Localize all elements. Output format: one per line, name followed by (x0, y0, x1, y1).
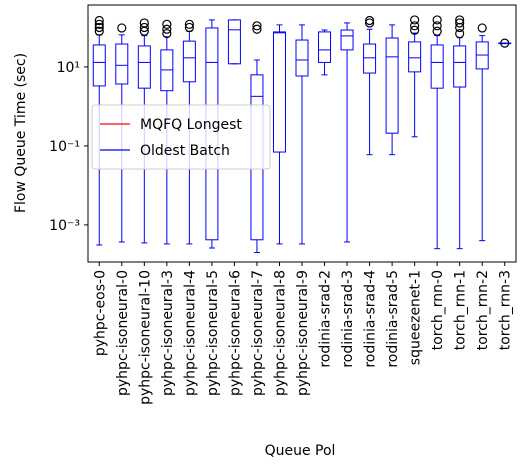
box (318, 31, 332, 63)
box (227, 19, 241, 65)
flier (410, 21, 420, 31)
box (363, 43, 377, 74)
x-tick-label: torch_rnn-1 (453, 270, 469, 350)
box (453, 45, 467, 88)
y-tick-label: 10¹ (57, 60, 80, 76)
box (272, 31, 286, 153)
legend-label: MQFQ Longest (140, 117, 242, 133)
flier (364, 18, 375, 28)
x-tick-label: pyhpc-isoneural-5 (205, 270, 221, 396)
flier (139, 18, 149, 28)
flier (477, 23, 487, 33)
x-axis-title: Queue Pol (265, 443, 336, 459)
flier (432, 15, 442, 25)
x-tick-label: rodinia-srad-2 (318, 270, 334, 368)
box (182, 40, 196, 83)
flier (184, 19, 194, 29)
flier (410, 25, 420, 35)
x-tick-label: torch_rnn-2 (475, 270, 491, 350)
x-tick-label: rodinia-srad-4 (363, 270, 379, 368)
y-axis-title: Flow Queue Time (sec) (13, 53, 29, 213)
flier (162, 24, 172, 34)
x-tick-label: squeezenet-1 (408, 270, 424, 365)
x-tick-label: torch_rnn-3 (498, 270, 514, 350)
box (408, 41, 422, 73)
box (295, 39, 309, 77)
box (430, 44, 444, 89)
flier (94, 19, 104, 29)
flier (410, 15, 420, 25)
flier (500, 38, 510, 48)
flier (94, 15, 104, 26)
x-tick-label: pyhpc-isoneural-7 (250, 270, 266, 396)
flier (432, 26, 442, 36)
flier (94, 26, 104, 36)
x-tick-label: pyhpc-isoneural-3 (160, 270, 176, 396)
box (385, 37, 399, 134)
box (115, 43, 129, 85)
flier (432, 21, 442, 31)
x-tick-label: rodinia-srad-5 (385, 270, 401, 368)
x-tick-label: pyhpc-isoneural-9 (295, 270, 311, 396)
flier (364, 15, 375, 26)
x-tick-label: pyhpc-isoneural-10 (137, 270, 153, 405)
flier (162, 19, 172, 29)
flier (117, 23, 127, 33)
x-tick-label: pyhpc-isoneural-0 (115, 270, 131, 396)
x-tick-label: rodinia-srad-3 (340, 270, 356, 368)
flier (455, 18, 465, 28)
x-tick-label: torch_rnn-0 (430, 270, 446, 350)
legend-box (91, 104, 271, 170)
box (137, 45, 151, 89)
x-tick-label: pyhpc-isoneural-6 (227, 270, 243, 396)
flier (455, 28, 465, 39)
flier (455, 15, 465, 25)
flier (184, 22, 194, 33)
y-tick-label: 10⁻¹ (49, 139, 80, 155)
flier (252, 24, 262, 34)
x-tick-label: pyhpc-isoneural-4 (182, 270, 198, 396)
flier (139, 22, 149, 33)
flier (162, 28, 172, 39)
legend-label: Oldest Batch (140, 143, 230, 159)
flier (94, 22, 104, 33)
x-tick-label: pyhpc-eos-0 (92, 270, 108, 356)
x-tick-label: pyhpc-isoneural-8 (272, 270, 288, 396)
box (92, 44, 106, 87)
flier (252, 21, 262, 31)
box (340, 29, 354, 51)
y-tick-label: 10⁻³ (49, 218, 80, 234)
